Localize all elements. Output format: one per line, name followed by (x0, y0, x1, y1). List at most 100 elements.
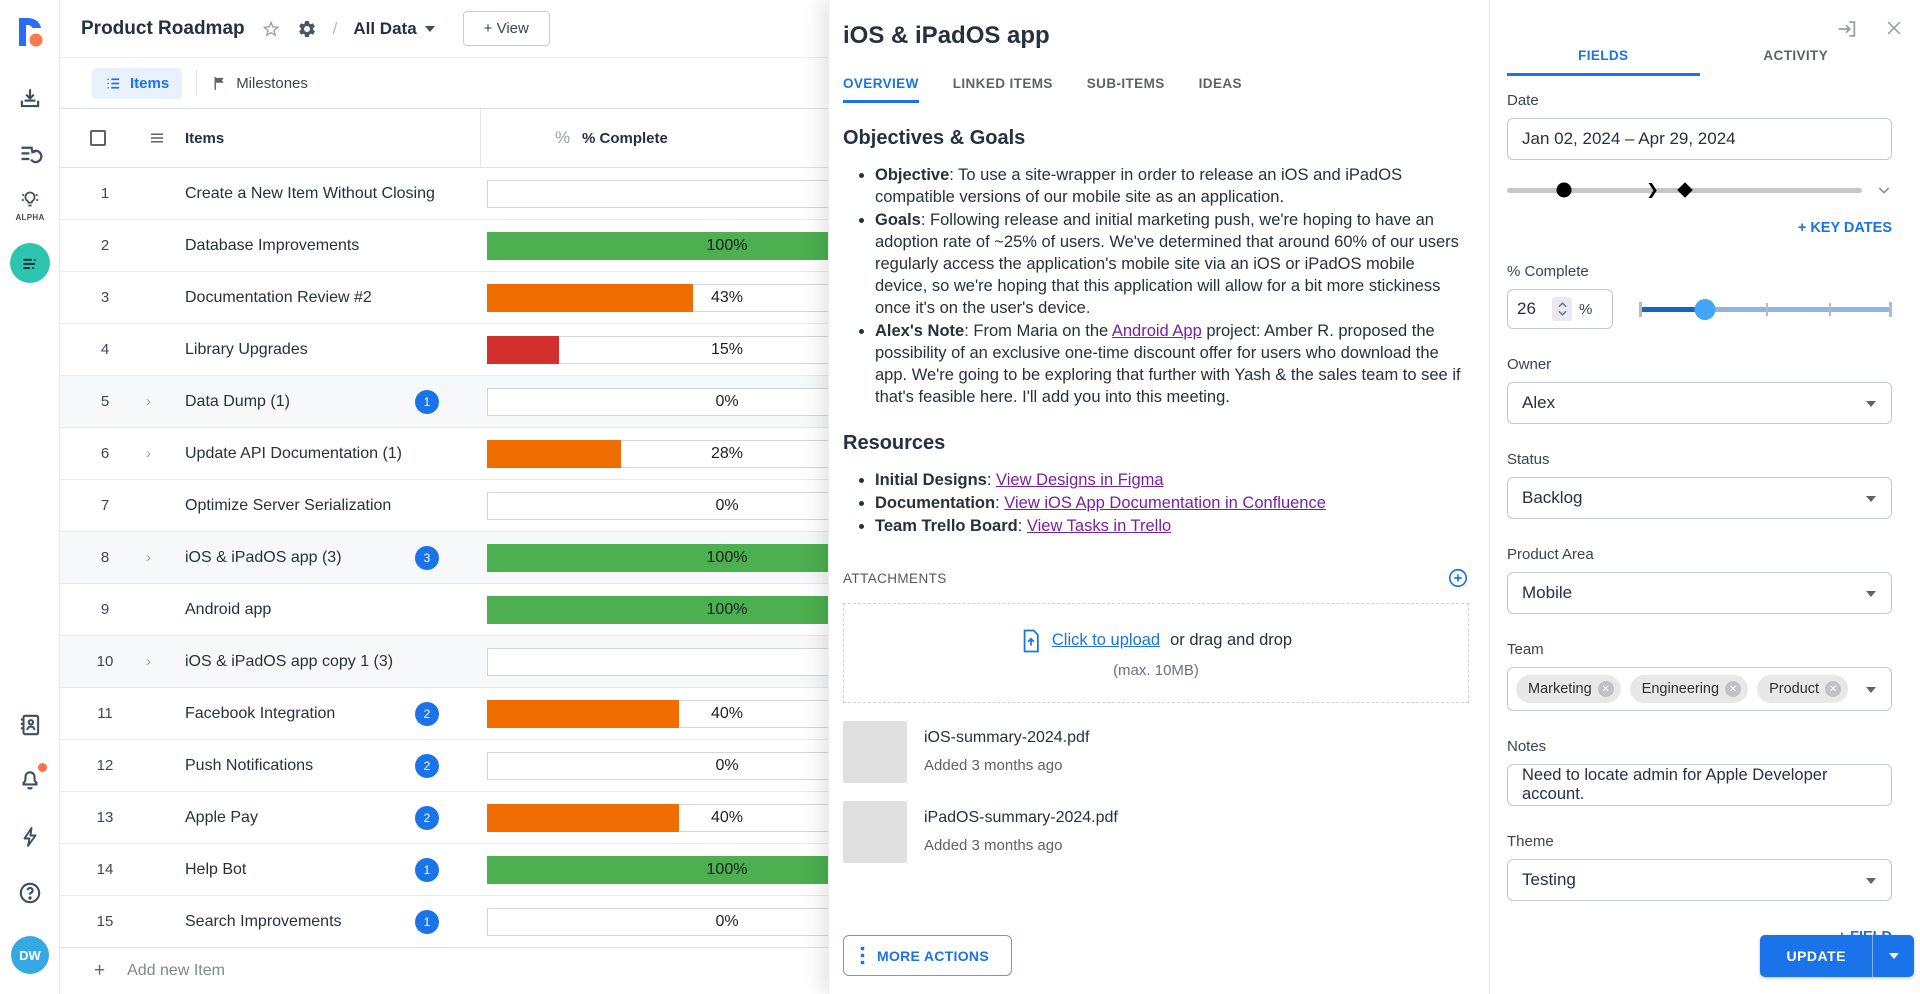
linked-count-badge[interactable]: 2 (415, 806, 439, 830)
percent-stepper[interactable] (1552, 297, 1572, 321)
upload-dropzone[interactable]: Click to upload or drag and drop (max. 1… (843, 603, 1469, 703)
help-button[interactable] (0, 880, 60, 906)
linked-count-badge[interactable]: 1 (415, 858, 439, 882)
status-label: Status (1507, 451, 1550, 468)
percent-complete-cell[interactable]: 40% (487, 700, 967, 728)
theme-select[interactable]: Testing (1507, 859, 1892, 901)
item-name: Database Improvements (185, 237, 360, 254)
linked-count-badge[interactable]: 3 (415, 546, 439, 570)
notifications-button[interactable] (0, 763, 60, 792)
product-area-select[interactable]: Mobile (1507, 572, 1892, 614)
tab-items[interactable]: Items (92, 67, 183, 99)
attachment-item[interactable]: iPadOS-summary-2024.pdf Added 3 months ag… (843, 801, 1469, 863)
percent-slider[interactable] (1639, 299, 1892, 320)
resource-bullet: Initial Designs: View Designs in Figma (857, 469, 1469, 491)
progress-bar-label: 40% (710, 705, 744, 722)
lightning-icon (23, 827, 37, 847)
attachment-item[interactable]: iOS-summary-2024.pdf Added 3 months ago (843, 721, 1469, 783)
date-label: Date (1507, 92, 1539, 109)
add-key-dates-button[interactable]: + KEY DATES (1797, 220, 1892, 236)
inline-link[interactable]: Android App (1111, 322, 1202, 340)
status-select[interactable]: Backlog (1507, 477, 1892, 519)
select-all-checkbox[interactable] (90, 130, 106, 146)
view-selector[interactable]: All Data (353, 19, 435, 39)
contacts-button[interactable] (0, 712, 60, 738)
user-avatar[interactable]: DW (0, 936, 60, 974)
plus-circle-icon (1448, 568, 1468, 588)
column-menu-icon[interactable] (148, 129, 166, 147)
automations-button[interactable] (0, 824, 60, 850)
notes-label: Notes (1507, 738, 1547, 755)
fields-activity-tabs: FIELDS ACTIVITY (1507, 48, 1892, 76)
linked-count-badge[interactable]: 2 (415, 754, 439, 778)
chip-remove-icon[interactable]: ✕ (1725, 681, 1742, 697)
chip-remove-icon[interactable]: ✕ (1597, 681, 1614, 697)
expand-chevron-icon[interactable]: › (146, 653, 151, 670)
timeline-expand-button[interactable] (1876, 182, 1892, 198)
stepper-down-icon (1557, 310, 1567, 316)
team-chip-label: Product (1769, 681, 1820, 697)
owner-value: Alex (1522, 393, 1556, 412)
bold-lead: Initial Designs (875, 471, 987, 489)
inline-link[interactable]: View iOS App Documentation in Confluence (1004, 494, 1326, 512)
linked-count-badge[interactable]: 2 (415, 702, 439, 726)
inline-link[interactable]: View Tasks in Trello (1026, 517, 1172, 535)
text-segment: : To use a site-wrapper in order to rele… (875, 166, 1403, 206)
list-history-button[interactable] (0, 141, 60, 168)
tab-sub-items[interactable]: SUB-ITEMS (1086, 76, 1165, 91)
add-view-button[interactable]: + View (462, 11, 550, 46)
import-button[interactable] (0, 86, 60, 112)
text-segment: : Following release and initial marketin… (875, 211, 1459, 317)
settings-button[interactable] (297, 19, 317, 39)
app-logo[interactable] (0, 16, 60, 48)
tab-milestones[interactable]: Milestones (211, 75, 308, 92)
timeline-marker-diamond[interactable] (1676, 182, 1693, 198)
row-number: 14 (96, 861, 114, 878)
item-name: Optimize Server Serialization (185, 497, 392, 514)
update-button[interactable]: UPDATE (1760, 935, 1872, 977)
tab-activity[interactable]: ACTIVITY (1763, 48, 1829, 63)
linked-count-badge[interactable]: 1 (415, 390, 439, 414)
attachment-filename: iPadOS-summary-2024.pdf (924, 809, 1118, 826)
tab-ideas[interactable]: IDEAS (1198, 76, 1242, 91)
timeline-marker-circle[interactable] (1556, 182, 1572, 198)
expand-chevron-icon[interactable]: › (146, 393, 151, 410)
open-full-view-button[interactable] (1836, 18, 1858, 40)
progress-bar-label: 28% (710, 445, 744, 462)
inline-link[interactable]: View Designs in Figma (996, 471, 1164, 489)
bold-lead: Documentation (875, 494, 996, 512)
favorite-star-button[interactable] (261, 19, 281, 39)
more-actions-button[interactable]: MORE ACTIONS (843, 935, 1012, 976)
list-icon (107, 77, 120, 89)
tab-linked-items[interactable]: LINKED ITEMS (952, 76, 1053, 91)
owner-select[interactable]: Alex (1507, 382, 1892, 424)
status-value: Backlog (1522, 488, 1583, 507)
date-range-input[interactable]: Jan 02, 2024 – Apr 29, 2024 (1507, 118, 1892, 160)
tab-fields[interactable]: FIELDS (1507, 48, 1700, 76)
expand-chevron-icon[interactable]: › (146, 445, 151, 462)
attachment-filename: iOS-summary-2024.pdf (924, 729, 1090, 746)
timeline-marker-chevron[interactable]: ❯ (1646, 181, 1659, 199)
click-to-upload-link[interactable]: Click to upload (1051, 631, 1161, 649)
close-panel-button[interactable] (1884, 18, 1904, 40)
sidebar-item-roadmap-active[interactable] (0, 243, 60, 283)
timeline-track[interactable]: ❯ (1507, 182, 1862, 198)
notes-input[interactable]: Need to locate admin for Apple Developer… (1507, 764, 1892, 806)
ideas-alpha-button[interactable]: ALPHA (0, 188, 60, 222)
slider-handle[interactable] (1694, 299, 1716, 320)
tab-overview[interactable]: OVERVIEW (843, 76, 919, 103)
chip-remove-icon[interactable]: ✕ (1825, 681, 1842, 697)
team-multiselect[interactable]: Marketing ✕ Engineering ✕ Product ✕ (1507, 667, 1892, 711)
progress-bar-label: 100% (706, 237, 748, 254)
update-dropdown-button[interactable] (1872, 935, 1914, 977)
resource-bullet: Documentation: View iOS App Documentatio… (857, 492, 1469, 514)
attachment-list: iOS-summary-2024.pdf Added 3 months ago iP… (843, 721, 1469, 863)
expand-chevron-icon[interactable]: › (146, 549, 151, 566)
text-segment: : (995, 494, 1005, 512)
percent-input[interactable]: 26 % (1507, 289, 1613, 329)
item-name: Android app (185, 601, 272, 618)
linked-count-badge[interactable]: 1 (415, 910, 439, 934)
column-header-percent: % Complete (582, 129, 668, 147)
percent-complete-row: 26 % (1507, 289, 1892, 329)
add-attachment-button[interactable] (1447, 567, 1469, 589)
